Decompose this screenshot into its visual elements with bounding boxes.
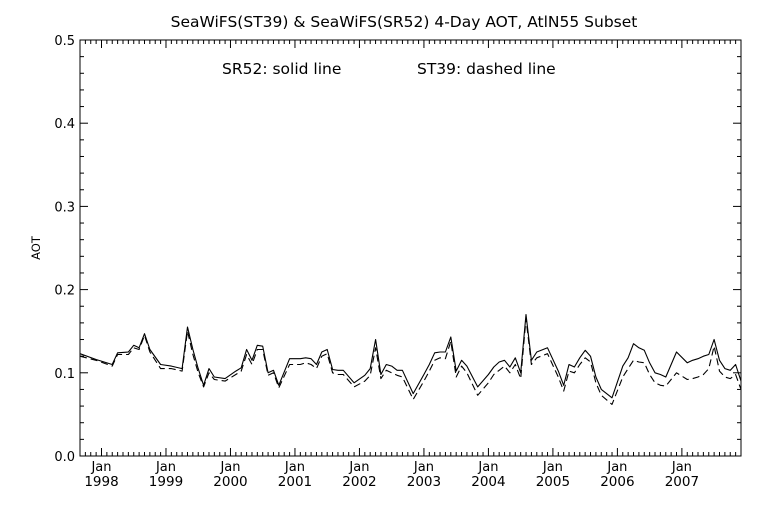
- x-tick-year-label: 2004: [471, 474, 505, 490]
- x-tick-month-label: Jan: [477, 460, 498, 475]
- x-tick-year-label: 2005: [536, 474, 570, 490]
- series-layer: [79, 314, 742, 405]
- legend-solid-line: SR52: solid line: [222, 60, 341, 78]
- x-tick-year-label: 2002: [342, 474, 376, 490]
- axes-layer: 0.00.10.20.30.40.5Jan1998Jan1999Jan2000J…: [54, 34, 742, 490]
- x-tick-year-label: 1998: [84, 474, 118, 490]
- series-line-sr52: [79, 314, 742, 399]
- x-tick-month-label: Jan: [155, 460, 176, 475]
- chart-title: SeaWiFS(ST39) & SeaWiFS(SR52) 4-Day AOT,…: [171, 13, 638, 31]
- x-tick-year-label: 2006: [600, 474, 634, 490]
- series-line-st39: [79, 318, 742, 405]
- x-tick-year-label: 2007: [665, 474, 699, 490]
- x-tick-month-label: Jan: [542, 460, 563, 475]
- x-tick-month-label: Jan: [219, 460, 240, 475]
- legend-dashed-line: ST39: dashed line: [417, 60, 556, 78]
- x-tick-month-label: Jan: [606, 460, 627, 475]
- x-tick-year-label: 2003: [407, 474, 441, 490]
- x-tick-month-label: Jan: [671, 460, 692, 475]
- y-tick-label: 0.3: [54, 200, 75, 215]
- x-tick-month-label: Jan: [284, 460, 305, 475]
- x-tick-month-label: Jan: [348, 460, 369, 475]
- x-tick-year-label: 2000: [213, 474, 247, 490]
- x-tick-year-label: 2001: [278, 474, 312, 490]
- y-tick-label: 0.2: [54, 284, 75, 299]
- x-tick-month-label: Jan: [413, 460, 434, 475]
- y-tick-label: 0.0: [54, 450, 75, 465]
- x-tick-year-label: 1999: [149, 474, 183, 490]
- y-tick-label: 0.4: [54, 117, 75, 132]
- y-axis-label: AOT: [29, 235, 43, 260]
- x-tick-month-label: Jan: [90, 460, 111, 475]
- plot-frame: [79, 39, 742, 457]
- y-tick-label: 0.1: [54, 367, 75, 382]
- y-tick-label: 0.5: [54, 34, 75, 49]
